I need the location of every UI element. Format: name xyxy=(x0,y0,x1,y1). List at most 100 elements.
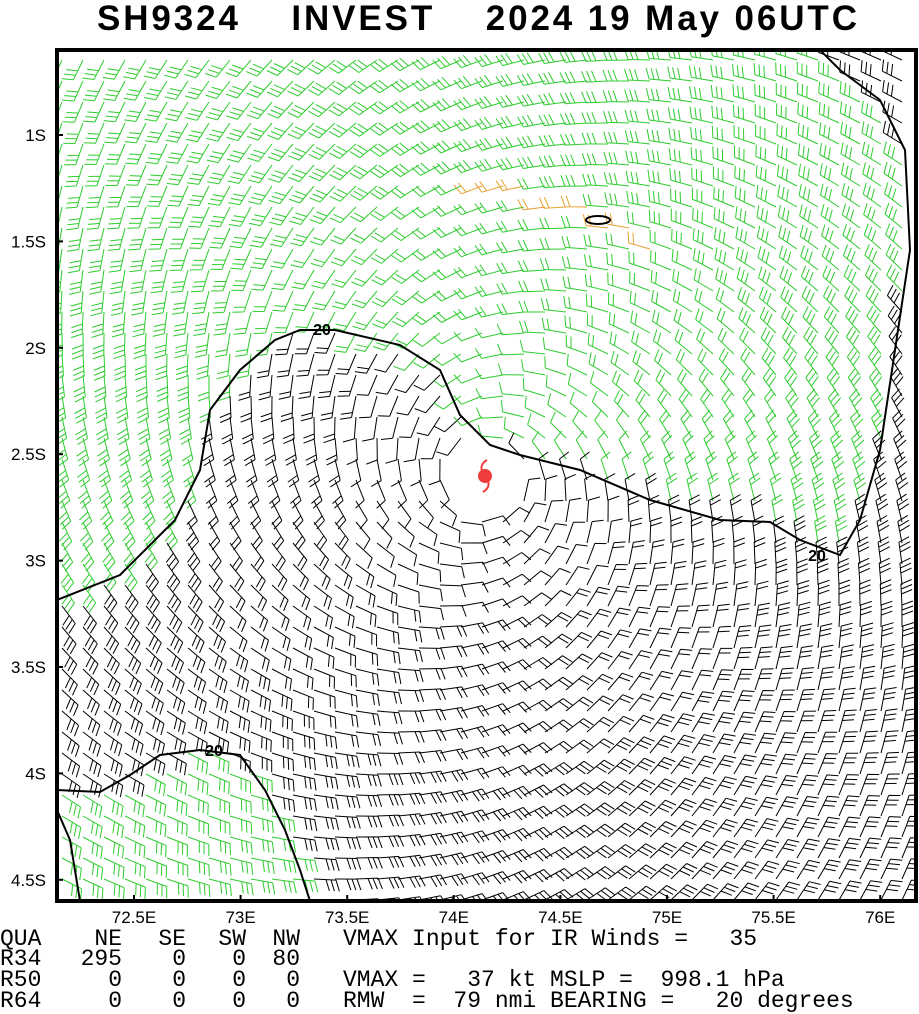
wind-barb xyxy=(460,601,489,613)
wind-barb xyxy=(502,785,532,800)
wind-barb xyxy=(173,311,189,337)
wind-barb xyxy=(720,368,735,397)
wind-barb xyxy=(460,622,490,634)
wind-barb xyxy=(229,731,251,753)
wind-barb xyxy=(103,857,125,880)
wind-barb xyxy=(292,563,309,591)
wind-barb xyxy=(607,865,636,880)
wind-barb xyxy=(712,166,735,187)
wind-barb xyxy=(859,730,878,754)
wind-barb xyxy=(167,185,189,207)
wind-barb xyxy=(83,122,105,144)
wind-barb xyxy=(61,752,81,778)
table-cell: 0 xyxy=(232,967,246,993)
wind-barb xyxy=(439,521,461,543)
wind-barb xyxy=(474,202,504,214)
wind-barb xyxy=(754,668,774,691)
wind-barb xyxy=(605,232,630,250)
wind-barb xyxy=(565,610,592,628)
wind-barb xyxy=(370,248,399,264)
wind-barb xyxy=(271,878,297,894)
wind-barb xyxy=(187,584,203,613)
wind-barb xyxy=(292,731,316,751)
wind-barb xyxy=(845,305,861,334)
wind-barb xyxy=(292,710,315,730)
table-header: QUA xyxy=(0,926,42,952)
wind-barb xyxy=(418,791,447,804)
wind-barb xyxy=(87,227,105,252)
wind-barb xyxy=(140,479,155,509)
wind-barb xyxy=(103,710,122,736)
wind-barb xyxy=(604,473,616,502)
wind-barb xyxy=(355,563,375,589)
wind-barb xyxy=(206,122,231,142)
wind-barb xyxy=(208,794,231,815)
wind-barb xyxy=(696,328,714,355)
wind-barb xyxy=(885,223,903,250)
wind-barb xyxy=(693,268,714,292)
wind-barb xyxy=(86,206,105,230)
wind-barb xyxy=(544,783,574,797)
wind-barb xyxy=(502,806,532,821)
wind-barb xyxy=(778,245,798,271)
wind-barb xyxy=(308,164,336,182)
wind-barb xyxy=(376,563,397,587)
wind-barb xyxy=(311,269,336,289)
wind-barb xyxy=(187,752,209,775)
wind-barb xyxy=(691,862,718,880)
wind-barb xyxy=(712,690,735,712)
wind-barb xyxy=(334,626,356,648)
wind-barb xyxy=(869,367,883,397)
wind-barb xyxy=(764,388,777,418)
wind-barb xyxy=(715,287,735,313)
wind-barb xyxy=(61,878,83,901)
wind-barb xyxy=(880,687,897,712)
wind-barb xyxy=(523,635,553,649)
wind-barb xyxy=(61,710,80,737)
wind-barb xyxy=(775,602,791,628)
wind-barb xyxy=(355,668,380,686)
wind-barb xyxy=(801,285,819,313)
wind-barb xyxy=(691,734,716,754)
wind-barb xyxy=(439,789,469,803)
wind-barb xyxy=(453,138,483,153)
wind-barb xyxy=(250,773,273,793)
wind-barb xyxy=(397,626,423,643)
wind-barb xyxy=(229,836,253,855)
wind-barb xyxy=(817,859,841,880)
wind-barb xyxy=(232,290,252,313)
wind-barb xyxy=(397,834,426,847)
wind-barb xyxy=(271,521,285,551)
wind-barb xyxy=(246,80,273,98)
wind-barb xyxy=(75,416,88,446)
wind-barb xyxy=(208,836,231,856)
wind-barb xyxy=(581,132,609,145)
wind-barb xyxy=(876,515,890,544)
wind-barb xyxy=(607,607,631,628)
wind-barb xyxy=(880,622,894,649)
wind-barb xyxy=(712,712,736,733)
wind-barb xyxy=(875,493,889,523)
wind-barb xyxy=(901,686,916,712)
wind-barb xyxy=(565,845,595,860)
wind-barb xyxy=(61,836,82,860)
wind-barb xyxy=(498,382,525,397)
wind-barb xyxy=(246,59,273,77)
wind-barb xyxy=(329,185,357,202)
wind-barb xyxy=(185,521,200,551)
wind-barb xyxy=(175,353,189,381)
wind-barb xyxy=(565,760,594,775)
wind-barb xyxy=(859,837,882,859)
wind-barb xyxy=(544,545,570,565)
wind-barb xyxy=(334,752,360,768)
wind-barb xyxy=(586,802,615,817)
wind-barb xyxy=(179,416,192,445)
wind-barb xyxy=(57,185,63,208)
wind-barb xyxy=(624,89,651,103)
wind-barb xyxy=(649,714,675,733)
wind-barb xyxy=(503,416,525,439)
wind-barb xyxy=(460,830,490,844)
wind-barb xyxy=(838,709,857,733)
wind-barb xyxy=(670,756,696,775)
wind-barb xyxy=(133,332,147,359)
